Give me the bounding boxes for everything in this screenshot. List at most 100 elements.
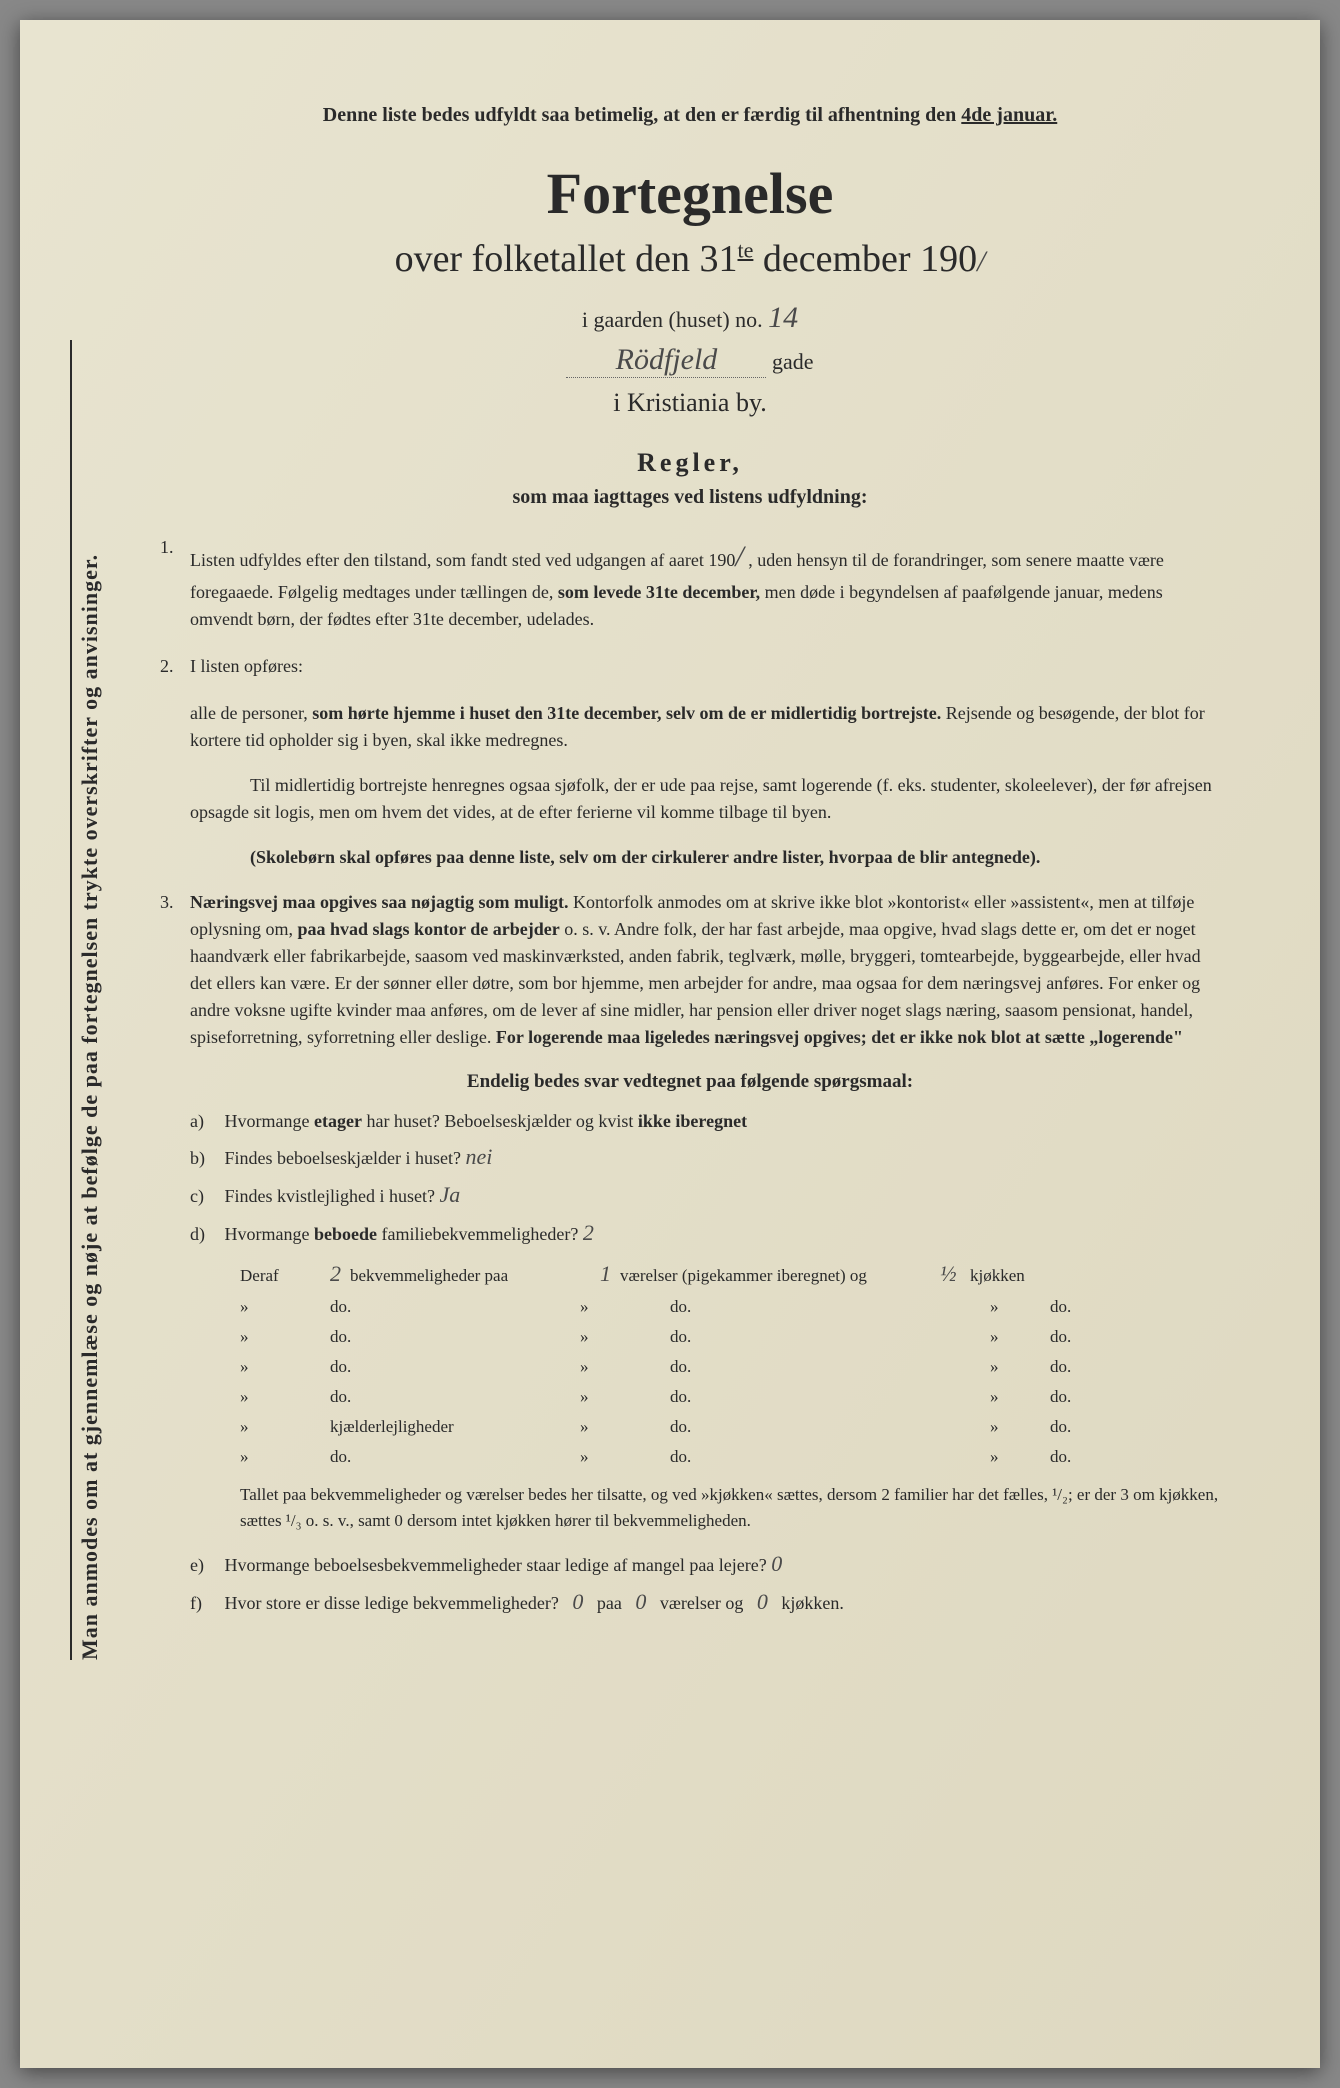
rule-3: 3. Næringsvej maa opgives saa nøjagtig s… — [160, 889, 1220, 1051]
q-f-text: Hvor store er disse ledige bekvemmelighe… — [225, 1593, 559, 1613]
cell: do. — [670, 1327, 990, 1347]
table-row: » do. » do. » do. — [240, 1297, 1220, 1317]
ditto: » — [580, 1447, 670, 1467]
questions-title: Endelig bedes svar vedtegnet paa følgend… — [160, 1071, 1220, 1093]
table-row: » do. » do. » do. — [240, 1447, 1220, 1467]
rule-number: 3. — [160, 889, 190, 1051]
subtitle: over folketallet den 31te december 190/ — [160, 237, 1220, 281]
accommodation-table: Deraf 2 bekvemmeligheder paa 1 værelser … — [240, 1261, 1220, 1467]
question-b: b) Findes beboelseskjælder i huset? nei — [190, 1144, 1220, 1170]
question-f: f) Hvor store er disse ledige bekvemmeli… — [190, 1589, 1220, 1615]
q-label-a: a) — [190, 1111, 220, 1132]
table-row: » do. » do. » do. — [240, 1387, 1220, 1407]
cell: do. — [330, 1387, 580, 1407]
question-a: a) Hvormange etager har huset? Beboelses… — [190, 1111, 1220, 1132]
ditto: » — [580, 1357, 670, 1377]
ditto: » — [240, 1447, 330, 1467]
cell: do. — [330, 1327, 580, 1347]
ditto: » — [240, 1327, 330, 1347]
cell: do. — [330, 1297, 580, 1317]
cell: kjælderlejligheder — [330, 1417, 580, 1437]
q-f-end: kjøkken. — [781, 1593, 844, 1613]
q-c-text: Findes kvistlejlighed i huset? — [225, 1186, 435, 1206]
cell: Deraf — [240, 1266, 330, 1286]
header-notice-text: Denne liste bedes udfyldt saa betimelig,… — [323, 104, 962, 126]
header-notice: Denne liste bedes udfyldt saa betimelig,… — [220, 100, 1160, 130]
header-notice-date: 4de januar. — [961, 104, 1057, 126]
ditto: » — [990, 1327, 1050, 1347]
q-d-answer: 2 — [583, 1220, 594, 1245]
house-number: 14 — [768, 301, 798, 334]
street-suffix: gade — [772, 349, 814, 374]
question-e: e) Hvormange beboelsesbekvemmeligheder s… — [190, 1551, 1220, 1577]
table-row: » kjælderlejligheder » do. » do. — [240, 1417, 1220, 1437]
q-label-d: d) — [190, 1224, 220, 1245]
rule-2: 2. I listen opføres: — [160, 653, 1220, 680]
cell: do. — [1050, 1357, 1170, 1377]
subtitle-post: december 190 — [753, 238, 977, 280]
ditto: » — [240, 1417, 330, 1437]
rule-1-body: Listen udfyldes efter den tilstand, som … — [190, 534, 1220, 633]
vertical-margin-note: Man anmodes om at gjennemlæse og nøje at… — [70, 340, 100, 1660]
q-label-f: f) — [190, 1593, 220, 1614]
rule-number: 1. — [160, 534, 190, 633]
cell: do. — [1050, 1447, 1170, 1467]
subtitle-pre: over folketallet den 31 — [395, 238, 738, 280]
cell: do. — [1050, 1327, 1170, 1347]
document-page: Man anmodes om at gjennemlæse og nøje at… — [20, 20, 1320, 2068]
table-row: » do. » do. » do. — [240, 1327, 1220, 1347]
q-b-answer: nei — [465, 1144, 492, 1169]
ditto: » — [990, 1387, 1050, 1407]
year-handwritten: / — [977, 245, 985, 278]
q-f-m2: værelser og — [660, 1593, 743, 1613]
table-row: Deraf 2 bekvemmeligheder paa 1 værelser … — [240, 1261, 1220, 1287]
main-title: Fortegnelse — [160, 160, 1220, 227]
rule-2-p1: alle de personer, som hørte hjemme i hus… — [190, 700, 1220, 754]
cell-val: 2 — [330, 1261, 350, 1287]
ditto: » — [990, 1297, 1050, 1317]
ditto: » — [240, 1387, 330, 1407]
cell: do. — [670, 1357, 990, 1377]
ditto: » — [990, 1357, 1050, 1377]
q-label-b: b) — [190, 1148, 220, 1169]
subtitle-sup: te — [738, 237, 754, 262]
q-b-text: Findes beboelseskjælder i huset? — [225, 1148, 461, 1168]
city-line: i Kristiania by. — [160, 388, 1220, 418]
cell-val: 1 — [600, 1261, 620, 1287]
q-f-v2: 0 — [635, 1589, 646, 1614]
house-line: i gaarden (huset) no. 14 — [160, 301, 1220, 335]
rule-1: 1. Listen udfyldes efter den tilstand, s… — [160, 534, 1220, 633]
rule-3-body: Næringsvej maa opgives saa nøjagtig som … — [190, 889, 1220, 1051]
table-row: » do. » do. » do. — [240, 1357, 1220, 1377]
rule-2-head: I listen opføres: — [190, 653, 1220, 680]
house-prefix: i gaarden (huset) no. — [582, 307, 768, 332]
question-d: d) Hvormange beboede familiebekvemmeligh… — [190, 1220, 1220, 1246]
cell: do. — [670, 1447, 990, 1467]
ditto: » — [580, 1327, 670, 1347]
rule-number: 2. — [160, 653, 190, 680]
cell: do. — [330, 1357, 580, 1377]
rules-title: Regler, — [160, 448, 1220, 478]
cell: do. — [670, 1387, 990, 1407]
ditto: » — [240, 1297, 330, 1317]
ditto: » — [990, 1447, 1050, 1467]
q-label-e: e) — [190, 1555, 220, 1576]
cell: værelser (pigekammer iberegnet) og — [620, 1266, 940, 1286]
footer-note: Tallet paa bekvemmeligheder og værelser … — [240, 1482, 1220, 1533]
question-c: c) Findes kvistlejlighed i huset? Ja — [190, 1182, 1220, 1208]
q-e-answer: 0 — [771, 1551, 782, 1576]
ditto: » — [580, 1297, 670, 1317]
rule-2-p3: (Skolebørn skal opføres paa denne liste,… — [190, 844, 1220, 871]
q-f-m1: paa — [597, 1593, 622, 1613]
q-e-text: Hvormange beboelsesbekvemmeligheder staa… — [225, 1555, 767, 1575]
rule-2-p2: Til midlertidig bortrejste henregnes ogs… — [190, 772, 1220, 826]
cell: do. — [1050, 1387, 1170, 1407]
q-f-v3: 0 — [757, 1589, 768, 1614]
cell: do. — [670, 1417, 990, 1437]
cell: do. — [330, 1447, 580, 1467]
ditto: » — [240, 1357, 330, 1377]
cell: do. — [1050, 1417, 1170, 1437]
street-name: Rödfjeld — [566, 343, 766, 378]
cell: do. — [1050, 1297, 1170, 1317]
street-line: Rödfjeld gade — [160, 343, 1220, 378]
